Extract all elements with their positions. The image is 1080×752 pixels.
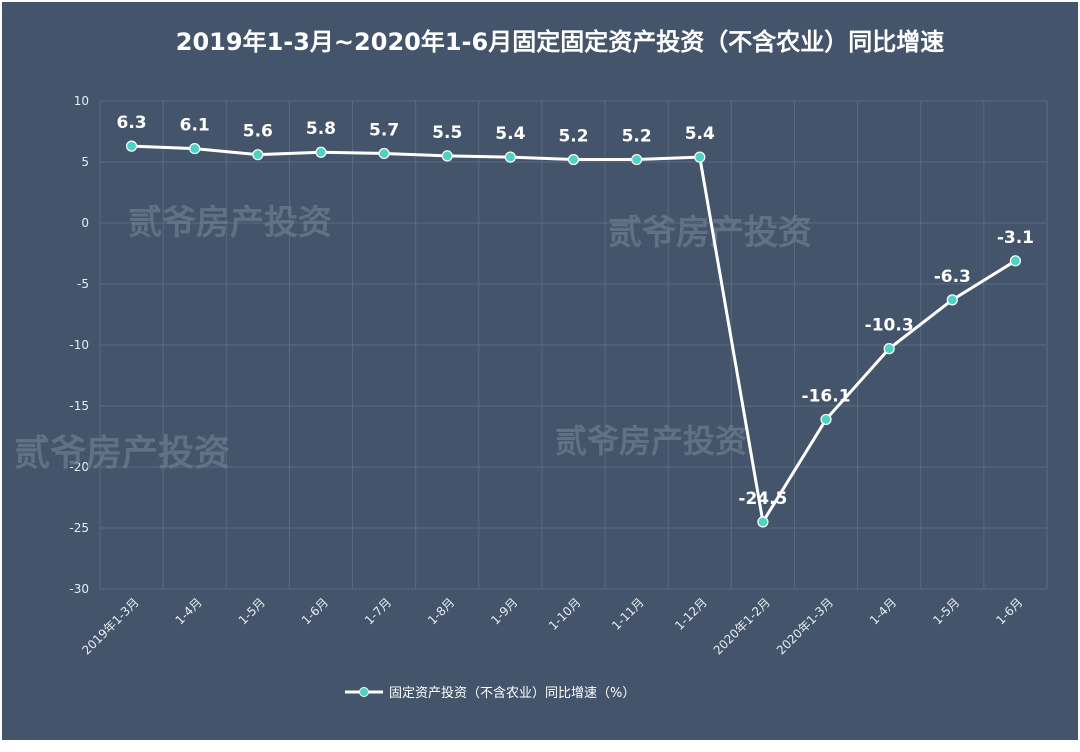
data-label: 5.5 bbox=[432, 123, 462, 143]
data-point bbox=[883, 343, 895, 355]
y-axis-ticks: 10 5 0 -5 -10 -15 -20 -25 -30 bbox=[69, 94, 89, 596]
watermark: 贰爷房产投资 bbox=[128, 203, 332, 243]
y-tick-label: 0 bbox=[81, 216, 89, 230]
data-point bbox=[125, 140, 138, 152]
data-labels: 6.3 6.1 5.6 5.8 5.7 5.5 5.4 5.2 5.2 5.4 -24.5 -16.1… bbox=[117, 113, 1035, 509]
y-tick-label: -15 bbox=[69, 399, 89, 413]
data-point bbox=[567, 153, 580, 166]
watermark: 贰爷房产投资 bbox=[14, 433, 230, 474]
data-label: -16.1 bbox=[802, 386, 851, 406]
data-point bbox=[1009, 255, 1022, 267]
data-label: 5.2 bbox=[558, 127, 588, 147]
y-tick-label: -25 bbox=[69, 521, 89, 535]
data-label: -24.5 bbox=[738, 489, 787, 509]
data-point bbox=[820, 413, 832, 426]
data-label: 5.7 bbox=[369, 120, 399, 140]
data-label: 5.6 bbox=[243, 122, 273, 142]
y-tick-label: 5 bbox=[81, 155, 89, 169]
data-point bbox=[252, 149, 264, 161]
y-tick-label: -10 bbox=[69, 338, 89, 352]
y-tick-label: 10 bbox=[74, 94, 89, 108]
data-label: 6.3 bbox=[117, 113, 147, 133]
data-label: -3.1 bbox=[997, 228, 1034, 248]
data-label: 5.4 bbox=[495, 124, 525, 144]
legend-label: 固定资产投资（不含农业）同比增速（%） bbox=[389, 685, 635, 701]
data-point bbox=[504, 151, 516, 163]
chart-background bbox=[2, 2, 1078, 740]
data-point bbox=[757, 516, 769, 528]
legend-marker-swatch bbox=[359, 687, 369, 697]
watermark: 贰爷房产投资 bbox=[555, 422, 747, 460]
legend: 固定资产投资（不含农业）同比增速（%） bbox=[345, 685, 635, 701]
data-point bbox=[694, 151, 706, 163]
data-label: 6.1 bbox=[180, 116, 210, 136]
data-point bbox=[631, 153, 643, 166]
grid-lines bbox=[99, 100, 1048, 590]
y-tick-label: -5 bbox=[77, 277, 89, 291]
data-point bbox=[441, 150, 453, 162]
data-point bbox=[315, 146, 327, 158]
data-label: 5.4 bbox=[685, 124, 715, 144]
series-line-group bbox=[125, 140, 1022, 528]
chart-title: 2019年1-3月~2020年1-6月固定固定资产投资（不含农业）同比增速 bbox=[176, 28, 944, 56]
data-label: 5.8 bbox=[306, 119, 336, 139]
y-tick-label: -20 bbox=[69, 460, 89, 474]
data-label: -10.3 bbox=[865, 316, 914, 336]
y-tick-label: -30 bbox=[69, 582, 89, 596]
data-label: -6.3 bbox=[934, 267, 971, 287]
data-label: 5.2 bbox=[622, 127, 652, 147]
data-point bbox=[189, 142, 201, 155]
data-point bbox=[378, 147, 390, 160]
data-point bbox=[946, 294, 958, 306]
